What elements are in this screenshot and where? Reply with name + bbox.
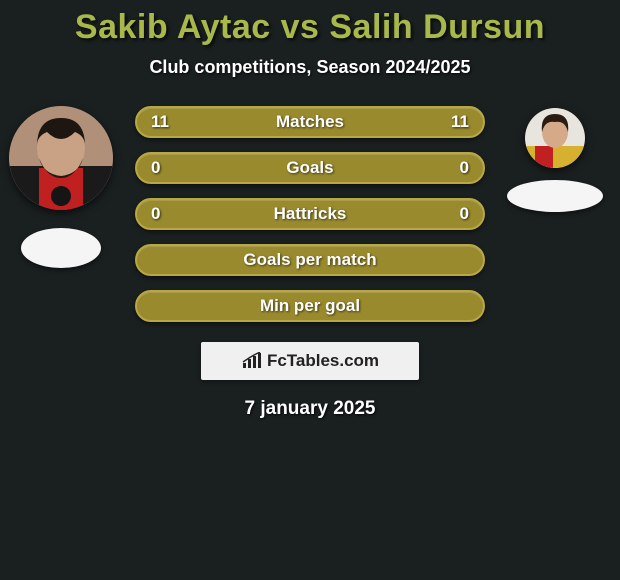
- stat-row-goals: 0 Goals 0: [135, 152, 485, 184]
- stat-row-goals-per-match: Goals per match: [135, 244, 485, 276]
- player-right-column: [500, 106, 610, 212]
- stat-label: Goals: [286, 158, 333, 178]
- stat-right-value: 0: [460, 158, 469, 178]
- player-left-avatar: [9, 106, 113, 210]
- player-right-flag: [507, 180, 603, 212]
- stat-left-value: 0: [151, 204, 160, 224]
- chart-icon: [241, 352, 263, 370]
- stat-row-min-per-goal: Min per goal: [135, 290, 485, 322]
- stat-right-value: 0: [460, 204, 469, 224]
- branding-text: FcTables.com: [267, 351, 379, 371]
- stat-label: Min per goal: [260, 296, 360, 316]
- date-label: 7 january 2025: [0, 398, 620, 420]
- page-subtitle: Club competitions, Season 2024/2025: [0, 57, 620, 78]
- comparison-area: 11 Matches 11 0 Goals 0 0 Hattricks 0 Go…: [0, 106, 620, 420]
- stat-row-matches: 11 Matches 11: [135, 106, 485, 138]
- player-right-avatar: [525, 108, 585, 168]
- stat-right-value: 11: [451, 112, 469, 132]
- stat-row-hattricks: 0 Hattricks 0: [135, 198, 485, 230]
- branding-badge: FcTables.com: [201, 342, 419, 380]
- stat-left-value: 0: [151, 158, 160, 178]
- stat-label: Matches: [276, 112, 344, 132]
- stat-label: Goals per match: [243, 250, 376, 270]
- player-left-column: [6, 106, 116, 268]
- player-left-flag: [21, 228, 101, 268]
- stat-label: Hattricks: [274, 204, 347, 224]
- stat-left-value: 11: [151, 112, 169, 132]
- stats-list: 11 Matches 11 0 Goals 0 0 Hattricks 0 Go…: [135, 106, 485, 322]
- page-title: Sakib Aytac vs Salih Dursun: [0, 8, 620, 47]
